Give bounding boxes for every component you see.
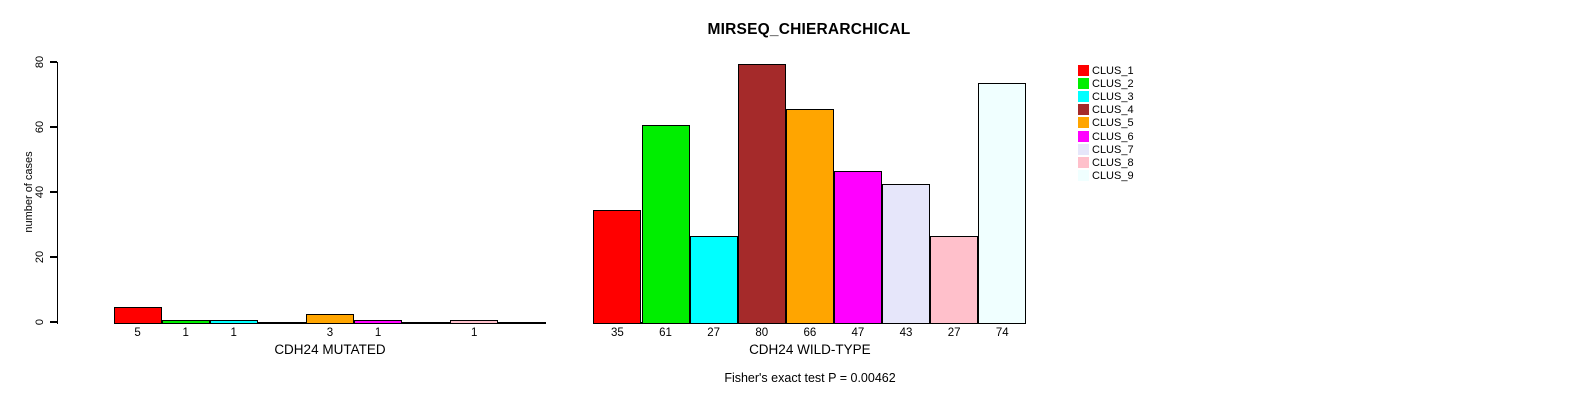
y-tick-label: 80 (34, 55, 46, 69)
x-axis-group-label: CDH24 WILD-TYPE (749, 342, 871, 357)
bar-clus_6-group1 (354, 320, 403, 324)
bar-clus_8-group1 (450, 320, 499, 324)
legend-swatch-clus_2 (1077, 78, 1089, 90)
legend-swatch-clus_8 (1077, 156, 1089, 168)
legend-label-clus_7: CLUS_7 (1092, 143, 1134, 156)
legend-swatch-clus_9 (1077, 169, 1089, 181)
bar-value-label: 35 (611, 327, 624, 339)
bar-clus_5-group2 (785, 109, 834, 324)
legend-swatch-clus_7 (1077, 143, 1089, 155)
y-tick-label: 0 (34, 318, 46, 326)
bar-value-label: 5 (134, 327, 141, 339)
bar-value-label: 27 (947, 327, 961, 339)
bar-value-label: 1 (182, 327, 189, 339)
bar-value-label: 74 (995, 327, 1009, 339)
y-tick (49, 256, 57, 258)
legend-swatch-clus_6 (1077, 130, 1089, 142)
y-tick (49, 126, 57, 128)
chart-title: MIRSEQ_CHIERARCHICAL (707, 21, 911, 38)
legend-label-clus_3: CLUS_3 (1092, 91, 1134, 104)
y-tick (49, 321, 57, 323)
bar-clus_1-group2 (593, 209, 642, 324)
bar-clus_1-group1 (113, 307, 162, 324)
legend-swatch-clus_3 (1077, 91, 1089, 103)
bar-value-label: 1 (374, 327, 382, 339)
bar-clus_3-group1 (209, 320, 258, 324)
bar-value-label: 1 (471, 327, 478, 339)
bar-value-label: 80 (755, 327, 769, 339)
bar-value-label: 66 (803, 327, 817, 339)
y-tick-label: 20 (34, 250, 46, 264)
y-tick (49, 191, 57, 193)
bar-clus_2-group1 (161, 320, 210, 324)
bar-value-label: 3 (326, 327, 334, 339)
legend-swatch-clus_4 (1077, 104, 1089, 116)
legend-label-clus_1: CLUS_1 (1092, 65, 1134, 77)
bar-value-label: 61 (659, 327, 672, 339)
bar-clus_8-group2 (930, 235, 979, 324)
bar-clus_7-group2 (882, 183, 931, 324)
bar-clus_3-group2 (689, 235, 738, 324)
legend-label-clus_8: CLUS_8 (1092, 156, 1134, 169)
y-tick-label: 60 (34, 120, 46, 134)
y-tick (49, 61, 57, 63)
legend-swatch-clus_5 (1077, 117, 1089, 129)
bar-value-label: 27 (707, 327, 721, 339)
legend-label-clus_2: CLUS_2 (1092, 78, 1134, 91)
legend-swatch-clus_1 (1077, 65, 1089, 76)
bar-clus_5-group1 (305, 313, 354, 324)
y-tick-label: 40 (34, 185, 46, 199)
legend-label-clus_4: CLUS_4 (1092, 104, 1134, 117)
fisher-test-annotation: Fisher's exact test P = 0.00462 (724, 371, 896, 385)
y-axis-line (56, 62, 58, 324)
bar-value-label: 47 (851, 327, 865, 339)
bar-value-label: 1 (230, 327, 237, 339)
legend-label-clus_9: CLUS_9 (1092, 169, 1134, 182)
bar-clus_2-group2 (641, 125, 690, 324)
x-axis-group-label: CDH24 MUTATED (274, 342, 386, 357)
legend-label-clus_6: CLUS_6 (1092, 130, 1134, 143)
bar-clus_9-group2 (978, 83, 1027, 324)
bar-clus_4-group2 (737, 63, 786, 324)
bar-clus_6-group2 (833, 170, 882, 324)
bar-value-label: 43 (899, 327, 913, 339)
legend-label-clus_5: CLUS_5 (1092, 117, 1134, 130)
